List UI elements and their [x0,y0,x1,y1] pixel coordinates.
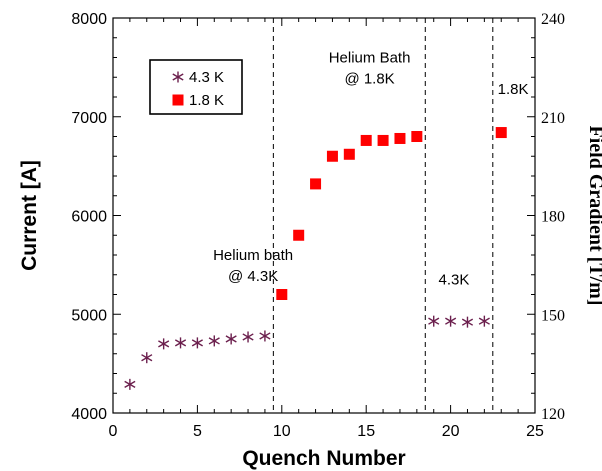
annotation-label: 1.8K [498,81,529,98]
data-point-asterisk [141,352,153,364]
data-point-asterisk [259,330,271,342]
legend-items: 4.3 K 1.8 K [172,69,224,109]
x-tick-label: 5 [193,423,202,440]
data-point-square [411,131,423,142]
data-point-square [360,134,372,146]
data-point-square [310,178,322,190]
data-point-asterisk [445,315,457,327]
data-point-square [326,150,338,162]
y-axis-title: Current [A] [18,160,41,271]
legend-marker [172,71,184,83]
data-point-square [343,148,355,160]
x-tick-label: 20 [442,423,460,440]
legend-marker [172,94,184,106]
y2-tick-label: 150 [541,307,565,324]
annotation-label: Helium bath @ 4.3K [213,247,293,285]
annotation-label: 4.3K [439,272,470,289]
legend-box [149,59,243,115]
data-point-asterisk [158,338,170,350]
data-point-square [276,289,288,300]
data-point-asterisk [225,333,237,345]
y-tick-label: 7000 [71,110,107,127]
data-point-asterisk [461,316,474,328]
data-point-square [293,229,305,241]
data-point-group [124,127,507,390]
legend-label: 1.8 K [189,92,224,109]
y2-tick-label: 210 [541,110,565,127]
y-tick-label: 5000 [71,307,107,324]
data-point-asterisk [428,315,440,327]
x-axis-title: Quench Number [242,447,405,470]
legend: 4.3 K 1.8 K [149,59,243,115]
data-point-square [394,132,406,144]
data-point-asterisk [478,315,490,327]
tick-group: 0 5 10 15 20 25 4000 5000 6000 7000 8000 120 150 180 2… [71,11,565,440]
data-point-asterisk [191,337,203,349]
data-point-asterisk [208,335,220,347]
y2-tick-label: 180 [541,209,565,226]
data-point-asterisk [174,337,187,349]
x-tick-label: 0 [109,423,118,440]
x-tick-label: 10 [273,423,291,440]
data-point-square [377,134,389,146]
y2-axis-title: Field Gradient [T/m] [585,126,602,306]
data-point-asterisk [124,378,136,390]
y2-tick-label: 240 [541,11,565,28]
y-tick-label: 6000 [71,209,107,226]
x-tick-label: 25 [526,423,544,440]
vline-group [272,18,494,413]
y-tick-label: 4000 [71,406,107,423]
y-tick-label: 8000 [71,11,107,28]
legend-label: 4.3 K [189,69,224,86]
annotation-group: Helium bath @ 4.3K Helium Bath @ 1.8K 4.3K 1.… [213,49,528,288]
annotation-label: Helium Bath @ 1.8K [329,49,411,87]
y2-tick-label: 120 [541,406,565,423]
x-tick-label: 15 [357,423,375,440]
data-point-asterisk [242,331,254,343]
data-point-square [495,127,507,139]
